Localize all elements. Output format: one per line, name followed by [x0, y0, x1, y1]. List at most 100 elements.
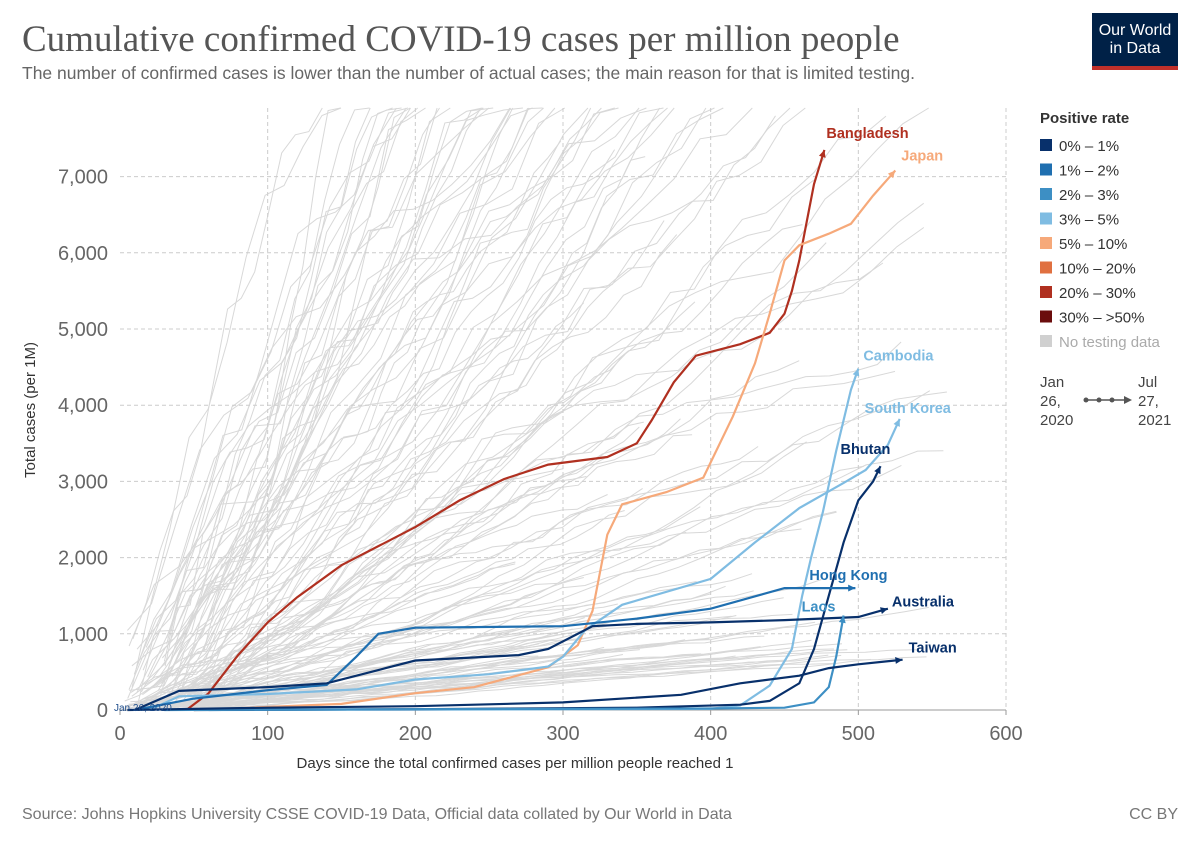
background-country-line	[185, 528, 802, 709]
background-country-line	[168, 464, 902, 707]
y-tick-label: 7,000	[58, 167, 108, 189]
background-country-line	[131, 107, 342, 688]
series-line[interactable]	[193, 169, 897, 712]
timeline-end-day: 27,	[1138, 393, 1159, 410]
y-tick-label: 4,000	[58, 395, 108, 417]
series-line[interactable]	[134, 607, 889, 712]
background-country-line	[149, 179, 815, 707]
license-label[interactable]: CC BY	[1129, 806, 1178, 823]
x-tick-label: 0	[114, 723, 125, 745]
background-country-line	[200, 202, 924, 685]
background-country-line	[130, 107, 589, 693]
background-country-line	[175, 107, 483, 645]
series-end-arrow-icon	[895, 656, 903, 664]
series-line[interactable]	[134, 587, 856, 712]
background-country-line	[129, 441, 807, 710]
timeline-dot[interactable]	[1109, 397, 1115, 403]
series-laos[interactable]: Laos	[164, 600, 846, 712]
background-country-line	[133, 107, 409, 675]
series-australia[interactable]: Australia	[134, 595, 955, 712]
legend-item[interactable]: 20% – 30%	[1040, 285, 1136, 302]
background-country-line	[152, 107, 661, 709]
series-hong-kong[interactable]: Hong Kong	[134, 568, 888, 712]
background-country-line	[150, 511, 837, 704]
background-country-line	[141, 487, 643, 701]
legend-item[interactable]: 3% – 5%	[1040, 212, 1119, 229]
legend-item[interactable]: 10% – 20%	[1040, 261, 1136, 278]
highlighted-series: Bangladesh Japan Cambodia South Korea Bhutan…	[127, 126, 957, 712]
timeline-end-month: Jul	[1138, 374, 1157, 391]
y-tick-label: 5,000	[58, 319, 108, 341]
series-taiwan[interactable]: Taiwan	[127, 641, 957, 712]
background-country-line	[128, 573, 753, 705]
background-country-line	[170, 107, 514, 697]
series-line[interactable]	[208, 368, 860, 712]
y-tick-label: 2,000	[58, 548, 108, 570]
background-country-line	[194, 446, 759, 706]
timeline-start-month: Jan	[1040, 374, 1064, 391]
background-country-line	[142, 227, 925, 696]
legend-swatch	[1040, 188, 1052, 200]
series-label: Bangladesh	[826, 126, 908, 142]
legend-item[interactable]: 2% – 3%	[1040, 187, 1119, 204]
series-line[interactable]	[164, 615, 845, 712]
background-country-line	[180, 107, 451, 694]
series-end-arrow-icon	[874, 466, 881, 475]
legend-item[interactable]: 1% – 2%	[1040, 163, 1119, 180]
series-line[interactable]	[127, 658, 903, 712]
background-country-line	[171, 107, 482, 677]
legend-item[interactable]: 0% – 1%	[1040, 138, 1119, 155]
background-country-line	[196, 301, 696, 706]
background-country-line	[142, 107, 511, 671]
background-country-line	[198, 224, 803, 701]
legend-swatch	[1040, 163, 1052, 176]
legend-label: 3% – 5%	[1059, 212, 1119, 229]
series-end-arrow-icon	[852, 368, 860, 377]
timeline-dot[interactable]	[1096, 397, 1102, 403]
background-country-line	[166, 107, 411, 645]
legend-item[interactable]: No testing data	[1040, 334, 1161, 351]
y-tick-label: 0	[97, 700, 108, 722]
x-tick-label: 200	[399, 723, 432, 745]
series-label: Bhutan	[840, 442, 890, 458]
background-country-line	[186, 107, 724, 667]
background-country-line	[190, 107, 668, 698]
background-country-line	[203, 107, 664, 663]
background-country-line	[202, 107, 715, 697]
legend-label: 5% – 10%	[1059, 236, 1127, 253]
background-country-line	[164, 107, 341, 667]
x-tick-label: 300	[546, 723, 579, 745]
owid-logo[interactable]: Our World in Data	[1092, 13, 1178, 70]
legend-item[interactable]: 5% – 10%	[1040, 236, 1127, 253]
background-country-line	[198, 107, 619, 663]
background-country-line	[180, 107, 544, 692]
series-label: Taiwan	[909, 641, 957, 657]
background-country-line	[140, 107, 640, 693]
legend-item[interactable]: 30% – >50%	[1040, 310, 1144, 327]
legend-swatch	[1040, 139, 1052, 151]
background-country-line	[174, 107, 530, 703]
x-axis-label: Days since the total confirmed cases per…	[297, 755, 734, 772]
series-bangladesh[interactable]: Bangladesh	[185, 126, 909, 711]
background-country-line	[136, 107, 494, 650]
axes: 0 1,000 2,000 3,000 4,000 5,000 6,000 7,000 0 100…	[58, 167, 1023, 745]
timeline-dot[interactable]	[1083, 397, 1089, 403]
timeline-start-year: 2020	[1040, 412, 1073, 429]
background-country-line	[130, 465, 864, 703]
background-country-line	[143, 563, 516, 709]
legend-swatch	[1040, 237, 1052, 249]
series-japan[interactable]: Japan	[193, 148, 943, 712]
background-country-line	[194, 390, 931, 701]
legend-label: 30% – >50%	[1059, 310, 1144, 327]
background-country-line	[166, 107, 426, 639]
legend-title: Positive rate	[1040, 110, 1129, 127]
series-line[interactable]	[185, 149, 826, 711]
series-cambodia[interactable]: Cambodia	[208, 349, 935, 712]
background-country-line	[127, 561, 516, 708]
series-label: Cambodia	[863, 349, 934, 365]
series-end-arrow-icon	[838, 615, 846, 624]
y-axis-label: Total cases (per 1M)	[22, 342, 39, 478]
background-country-line	[145, 107, 370, 699]
timeline-control[interactable]: Jan 26, 2020 Jul 27, 2021	[1040, 374, 1171, 429]
series-end-arrow-icon	[818, 149, 826, 158]
